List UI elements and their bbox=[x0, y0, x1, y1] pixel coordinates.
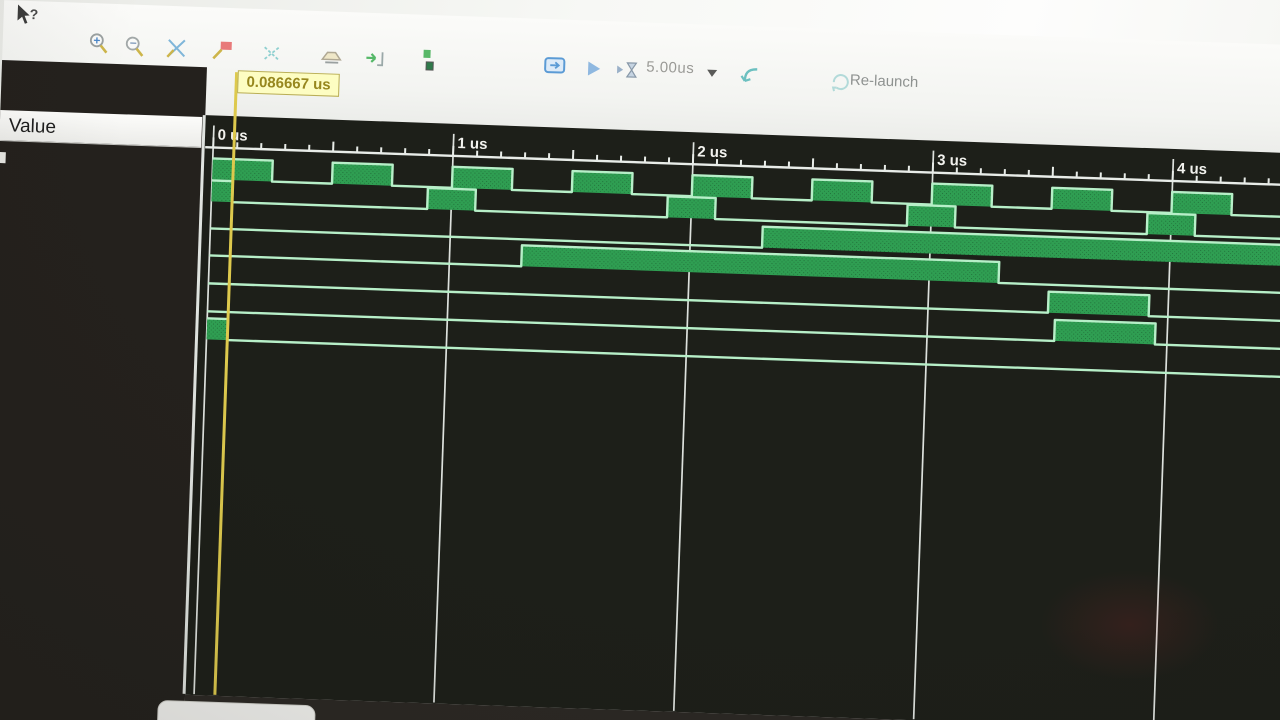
markers-icon[interactable] bbox=[418, 47, 445, 74]
cursor-time-tooltip: 0.086667 us bbox=[237, 70, 341, 97]
time-cursor[interactable] bbox=[213, 72, 239, 695]
previous-transition-icon[interactable] bbox=[318, 45, 345, 72]
svg-text:?: ? bbox=[29, 6, 38, 22]
relaunch-icon[interactable] bbox=[829, 71, 856, 98]
restart-icon[interactable] bbox=[542, 53, 569, 80]
run-all-icon[interactable] bbox=[582, 56, 609, 83]
panel-divider[interactable] bbox=[182, 115, 206, 694]
zoom-to-selection-icon[interactable] bbox=[210, 37, 237, 64]
zoom-fit-icon[interactable] bbox=[164, 36, 191, 63]
time-dropdown-icon[interactable] bbox=[705, 67, 732, 94]
ruler-label: 1 us bbox=[457, 135, 488, 153]
waveform-row-sig1[interactable] bbox=[212, 157, 1280, 219]
next-transition-icon[interactable] bbox=[362, 47, 389, 74]
waveform-row-sig3[interactable] bbox=[210, 207, 1280, 268]
svg-text:+: + bbox=[93, 33, 100, 47]
help-cursor-icon[interactable]: ? bbox=[13, 3, 40, 30]
ruler-label: 0 us bbox=[217, 127, 248, 145]
ruler-label: 3 us bbox=[937, 152, 968, 170]
waveform-row-sig6[interactable] bbox=[207, 290, 1280, 352]
zoom-in-icon[interactable]: + bbox=[86, 31, 113, 58]
relaunch-button[interactable]: Re-launch bbox=[849, 71, 919, 92]
run-for-time-icon[interactable] bbox=[614, 57, 641, 84]
run-time-field[interactable]: 5.00us bbox=[645, 58, 695, 78]
signal-waveforms bbox=[206, 157, 1280, 380]
go-to-time-icon[interactable] bbox=[260, 41, 287, 68]
ruler-label: 4 us bbox=[1177, 160, 1208, 178]
ruler-label: 2 us bbox=[697, 143, 728, 161]
svg-text:−: − bbox=[130, 36, 137, 50]
step-icon[interactable] bbox=[738, 64, 765, 91]
waveform-row-sig5[interactable] bbox=[208, 262, 1280, 324]
timeline-ruler[interactable]: 0 us 1 us 2 us 3 us 4 us bbox=[205, 126, 1280, 193]
toolbar-icons: ? + − bbox=[4, 0, 1280, 92]
zoom-out-icon[interactable]: − bbox=[122, 34, 149, 61]
waveform-row-sig4[interactable] bbox=[209, 234, 1280, 296]
waveform-row-sig2[interactable] bbox=[211, 179, 1280, 242]
